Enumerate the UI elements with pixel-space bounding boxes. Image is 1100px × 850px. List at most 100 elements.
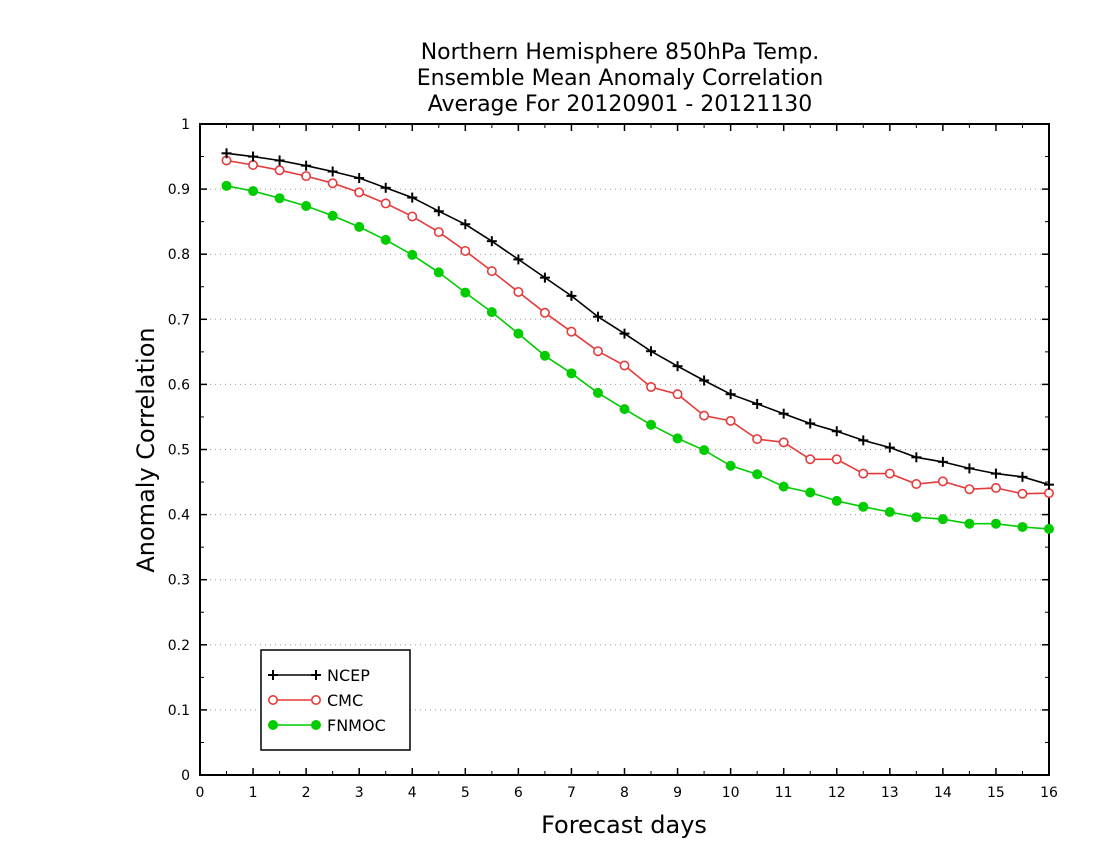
x-tick-label: 13 xyxy=(881,785,899,801)
data-point xyxy=(267,694,278,705)
data-point xyxy=(310,694,321,705)
data-point xyxy=(539,272,550,283)
data-point xyxy=(672,361,683,372)
title-line: Average For 20120901 - 20121130 xyxy=(428,92,813,117)
y-tick-label: 0.9 xyxy=(168,182,190,198)
legend-entry-fnmoc: FNMOC xyxy=(268,716,386,735)
data-point xyxy=(752,434,763,445)
data-point xyxy=(884,442,895,453)
x-tick-label: 4 xyxy=(408,785,417,801)
x-tick-label: 10 xyxy=(722,785,740,801)
x-tick-label: 12 xyxy=(828,785,846,801)
title-line: Northern Hemisphere 850hPa Temp. xyxy=(421,40,820,65)
data-point xyxy=(858,435,869,446)
data-point xyxy=(778,481,789,492)
data-point xyxy=(699,410,710,421)
series-line xyxy=(226,152,1050,486)
data-point xyxy=(964,484,975,495)
y-tick-label: 0 xyxy=(181,768,190,784)
data-point xyxy=(725,389,736,400)
data-point xyxy=(937,456,948,467)
series-ncep xyxy=(221,148,1054,490)
data-point xyxy=(592,346,603,357)
data-point xyxy=(990,518,1001,529)
data-point xyxy=(805,487,816,498)
data-point xyxy=(858,468,869,479)
legend-label: FNMOC xyxy=(327,716,386,735)
data-point xyxy=(1017,471,1028,482)
data-point xyxy=(433,267,444,278)
y-tick-label: 0.2 xyxy=(168,638,190,654)
y-axis: 0 0.1 0.2 0.3 0.4 0.5 0.6 0.7 0.8 0.9 1 xyxy=(168,117,1049,784)
data-point xyxy=(354,221,365,232)
data-point xyxy=(1044,488,1055,499)
x-tick-label: 1 xyxy=(249,785,258,801)
data-point xyxy=(805,418,816,429)
data-point xyxy=(301,160,312,171)
data-point xyxy=(592,311,603,322)
data-point xyxy=(513,254,524,265)
chart-title: Northern Hemisphere 850hPa Temp.Ensemble… xyxy=(417,40,824,117)
data-point xyxy=(311,670,321,680)
data-point xyxy=(248,160,259,171)
data-point xyxy=(380,198,391,209)
data-point xyxy=(311,720,321,730)
data-point xyxy=(566,326,577,337)
data-point xyxy=(752,398,763,409)
data-point xyxy=(1044,479,1054,490)
data-point xyxy=(831,495,842,506)
title-line: Ensemble Mean Anomaly Correlation xyxy=(417,66,824,91)
data-point xyxy=(831,454,842,465)
legend-label: CMC xyxy=(327,691,363,710)
x-tick-label: 9 xyxy=(673,785,682,801)
data-point xyxy=(699,375,710,386)
data-point xyxy=(274,165,285,176)
data-point xyxy=(460,245,471,256)
x-tick-label: 11 xyxy=(775,785,793,801)
y-axis-label: Anomaly Correlation xyxy=(132,327,160,572)
y-tick-label: 0.8 xyxy=(168,247,190,263)
y-tick-label: 0.1 xyxy=(168,703,190,719)
data-point xyxy=(327,178,338,189)
y-tick-label: 0.5 xyxy=(168,443,190,459)
data-point xyxy=(1017,488,1028,499)
data-point xyxy=(301,171,312,182)
data-point xyxy=(539,350,550,361)
data-point xyxy=(268,670,278,680)
data-point xyxy=(539,307,550,318)
data-point xyxy=(1044,523,1054,534)
y-tick-label: 0.6 xyxy=(168,377,190,393)
data-point xyxy=(646,346,657,357)
data-point xyxy=(646,419,657,430)
data-point xyxy=(566,368,577,379)
data-point xyxy=(778,437,789,448)
y-tick-label: 1 xyxy=(181,117,190,133)
data-point xyxy=(672,389,683,400)
x-tick-label: 7 xyxy=(567,785,576,801)
data-point xyxy=(274,155,285,166)
data-point xyxy=(725,415,736,426)
legend-entry-cmc: CMC xyxy=(267,691,363,710)
data-point xyxy=(619,404,630,415)
data-point xyxy=(268,720,278,730)
data-point xyxy=(513,286,524,297)
y-tick-label: 0.7 xyxy=(168,312,190,328)
x-tick-label: 0 xyxy=(196,785,205,801)
data-point xyxy=(911,512,922,523)
data-point xyxy=(327,210,338,221)
data-point xyxy=(566,290,577,301)
data-point xyxy=(407,192,418,203)
data-point xyxy=(301,201,312,212)
data-point xyxy=(327,166,338,177)
data-point xyxy=(646,382,657,393)
data-point xyxy=(407,249,418,260)
data-point xyxy=(805,454,816,465)
data-point xyxy=(513,328,524,339)
data-point xyxy=(274,193,285,204)
data-point xyxy=(964,463,975,474)
data-point xyxy=(221,148,232,159)
y-tick-label: 0.3 xyxy=(168,573,190,589)
data-point xyxy=(592,387,603,398)
data-point xyxy=(858,501,869,512)
legend: NCEP CMC FNMOC xyxy=(260,649,411,751)
